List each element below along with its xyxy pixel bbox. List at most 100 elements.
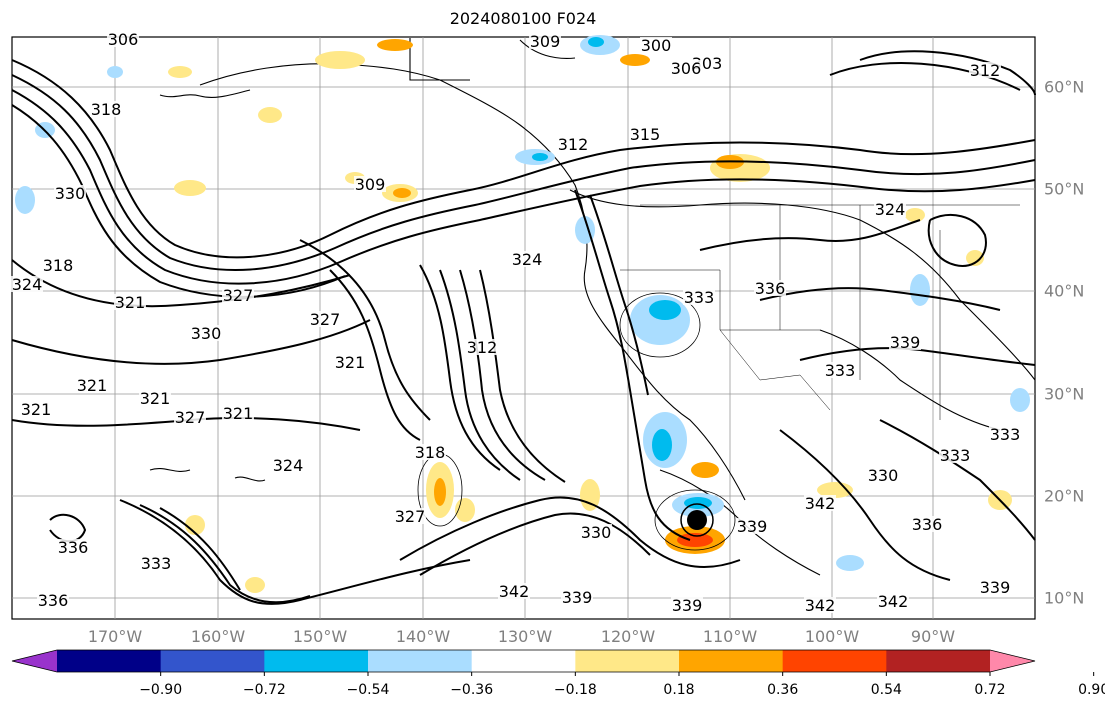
contour-label: 327: [310, 310, 341, 329]
colorbar-extend-max: [990, 650, 1035, 672]
contour-label-bg: [107, 31, 139, 47]
colorbar-tick-label: 0.18: [663, 682, 695, 698]
contour-label-bg: [557, 136, 589, 152]
colorbar-tick-label: 0.36: [767, 682, 799, 698]
longitude-label: 140°W: [395, 627, 451, 646]
contour-label-bg: [309, 311, 341, 327]
contour-label: 306: [671, 59, 702, 78]
contour-label-bg: [736, 518, 768, 534]
contour-label-bg: [37, 592, 69, 608]
longitude-label: 90°W: [910, 627, 956, 646]
latitude-label: 20°N: [1044, 486, 1085, 506]
contour-label-bg: [580, 524, 612, 540]
colorbar-segment: [575, 650, 680, 672]
contour-label-bg: [989, 426, 1021, 442]
contour-label: 333: [990, 425, 1021, 444]
contour-label-bg: [139, 390, 171, 406]
colorbar-tick-label: 0.54: [870, 682, 902, 698]
longitude-label: 160°W: [190, 627, 246, 646]
contour-label-bg: [867, 467, 899, 483]
colorbar-segment: [264, 650, 369, 672]
contour-label-bg: [969, 62, 1001, 78]
contour-label-bg: [394, 508, 426, 524]
contour-label-bg: [824, 362, 856, 378]
contour-label: 312: [467, 338, 498, 357]
contour-label-bg: [354, 176, 386, 192]
contour-label: 327: [175, 408, 206, 427]
latitude-label: 30°N: [1044, 384, 1085, 404]
contour-label: 324: [273, 456, 304, 475]
contour-label-bg: [874, 201, 906, 217]
colorbar-segment: [368, 650, 473, 672]
contour-label-bg: [272, 457, 304, 473]
contour-label: 312: [970, 61, 1001, 80]
contour-label: 339: [890, 333, 921, 352]
contour-label: 321: [115, 293, 146, 312]
contour-label-bg: [42, 257, 74, 273]
contour-label-bg: [670, 60, 702, 76]
colorbar-segment: [679, 650, 784, 672]
contour-label-bg: [629, 126, 661, 142]
contour-label: 333: [825, 361, 856, 380]
contour-label-bg: [414, 444, 446, 460]
contour-label-bg: [20, 401, 52, 417]
contour-label: 339: [672, 596, 703, 615]
contour-label: 306: [108, 30, 139, 49]
contour-label-bg: [334, 354, 366, 370]
contour-label: 318: [91, 100, 122, 119]
contour-label: 324: [512, 250, 543, 269]
contour-label-bg: [140, 555, 172, 571]
cyclone-marker: [680, 503, 714, 537]
colorbar-segment: [782, 650, 887, 672]
colorbar-extend-min: [12, 650, 57, 672]
contour-label: 336: [912, 515, 943, 534]
contour-label-bg: [54, 185, 86, 201]
latitude-label: 60°N: [1044, 77, 1085, 97]
colorbar-tick-label: −0.54: [346, 682, 390, 698]
colorbar-tick-label: −0.90: [139, 682, 183, 698]
longitude-label: 110°W: [702, 627, 758, 646]
contour-label: 333: [940, 446, 971, 465]
contour-label-bg: [57, 539, 89, 555]
contour-label: 312: [558, 135, 589, 154]
contour-label: 336: [755, 279, 786, 298]
contour-label-bg: [222, 405, 254, 421]
contour-label: 330: [868, 466, 899, 485]
contour-label: 342: [878, 592, 909, 611]
contour-label-bg: [11, 276, 43, 292]
colorbar-tick-label: 0.72: [974, 682, 1006, 698]
contour-label: 300: [641, 36, 672, 55]
contour-label-bg: [90, 101, 122, 117]
contour-label-bg: [529, 33, 561, 49]
contour-label: 339: [737, 517, 768, 536]
contour-label-bg: [222, 287, 254, 303]
latitude-label: 10°N: [1044, 588, 1085, 608]
contour-label: 342: [499, 582, 530, 601]
contour-label: 330: [55, 184, 86, 203]
contour-label: 321: [140, 389, 171, 408]
contour-label: 342: [805, 494, 836, 513]
colorbar-tick-label: 0.90: [1078, 682, 1105, 698]
borders: [620, 204, 1020, 420]
contour-lines: [11, 50, 1036, 605]
longitude-label: 130°W: [497, 627, 553, 646]
contour-label-bg: [498, 583, 530, 599]
contour-label: 321: [21, 400, 52, 419]
colorbar-segment: [471, 650, 576, 672]
contour-label: 339: [562, 588, 593, 607]
contour-label: 321: [335, 353, 366, 372]
contour-label-bg: [561, 589, 593, 605]
longitude-label: 120°W: [600, 627, 656, 646]
contour-label: 336: [38, 591, 69, 610]
contour-label-bg: [979, 579, 1011, 595]
colorbar-segment: [886, 650, 991, 672]
contour-label: 321: [77, 376, 108, 395]
longitude-label: 100°W: [804, 627, 860, 646]
colorbar-tick-label: −0.36: [450, 682, 494, 698]
contour-label: 321: [223, 404, 254, 423]
contour-label-bg: [877, 593, 909, 609]
contour-label-bg: [804, 597, 836, 613]
contour-label: 330: [581, 523, 612, 542]
contour-label-bg: [889, 334, 921, 350]
